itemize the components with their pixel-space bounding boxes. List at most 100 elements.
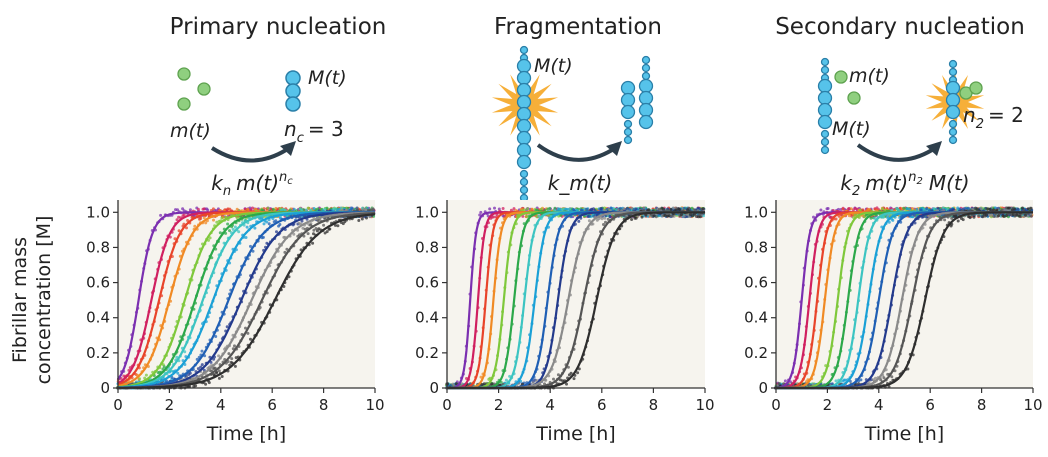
data-point: [599, 207, 603, 211]
data-point: [652, 214, 656, 218]
y-tick-label: 0.4: [86, 309, 110, 327]
data-point: [215, 220, 219, 224]
x-tick-label: 8: [319, 396, 329, 414]
arrowhead-icon: [926, 141, 942, 156]
data-point: [891, 218, 895, 222]
fibril-monomer-icon: [519, 185, 529, 195]
arrowhead-icon: [280, 141, 296, 156]
fibril-monomer-icon: [516, 142, 532, 158]
data-point: [204, 221, 208, 225]
data-point: [220, 375, 224, 378]
data-point: [196, 207, 200, 211]
fibril-monomer-icon: [945, 92, 961, 108]
x-axis-label: Time [h]: [535, 423, 615, 445]
fibril-monomer-icon: [516, 94, 532, 110]
data-point: [230, 357, 234, 361]
data-point: [698, 215, 702, 219]
data-point: [235, 216, 239, 220]
data-point: [309, 208, 313, 212]
data-point: [262, 222, 266, 226]
data-point: [175, 218, 179, 222]
data-point: [183, 350, 187, 354]
data-point: [226, 222, 230, 226]
x-tick-label: 0: [113, 396, 123, 414]
monomer-icon: [177, 97, 191, 111]
data-point: [357, 219, 361, 222]
data-point: [292, 232, 296, 236]
y-tick-label: 1.0: [86, 203, 110, 221]
data-point: [356, 208, 360, 212]
fibril-monomer-icon: [519, 177, 529, 187]
x-tick-label: 2: [494, 396, 504, 414]
fragment-fibril-icon: [638, 55, 654, 130]
data-point: [630, 206, 634, 210]
data-point: [577, 219, 581, 223]
data-point: [200, 363, 204, 367]
data-point: [849, 207, 853, 211]
fibril-monomer-icon: [641, 55, 651, 65]
fibril-monomer-icon: [638, 78, 654, 94]
data-point: [647, 208, 651, 212]
y-tick-label: 0.8: [415, 238, 439, 256]
data-point: [188, 371, 192, 375]
data-point: [199, 217, 203, 221]
data-point: [661, 207, 665, 211]
data-point: [552, 377, 555, 381]
mass-label: M(t): [832, 118, 871, 140]
data-point: [227, 352, 231, 356]
panel-title-secondary: Secondary nucleation: [775, 14, 1025, 40]
data-point: [233, 364, 237, 368]
fibril-monomer-icon: [948, 119, 958, 129]
fibril-monomer-icon: [620, 80, 636, 96]
data-point: [344, 208, 348, 212]
data-point: [868, 207, 871, 211]
data-point: [608, 215, 612, 219]
fibril-monomer-icon: [948, 135, 958, 145]
y-tick-label: 0: [100, 379, 110, 397]
data-point: [678, 208, 681, 212]
data-point: [193, 224, 197, 228]
data-point: [253, 226, 257, 230]
data-point: [640, 215, 644, 219]
data-point: [360, 217, 364, 221]
data-point: [501, 207, 505, 210]
reaction-arrow-icon: [856, 143, 934, 162]
data-point: [572, 377, 576, 381]
data-point: [679, 213, 683, 217]
data-point: [278, 223, 282, 226]
fibril-monomer-icon: [516, 154, 532, 170]
fibril-monomer-icon: [820, 137, 830, 147]
data-point: [364, 208, 368, 212]
data-point: [267, 222, 271, 226]
fragment-fibril-icon: [620, 80, 636, 145]
fibril-monomer-icon: [623, 127, 633, 137]
y-tick-label: 0.2: [86, 344, 110, 362]
data-point: [479, 210, 483, 214]
fibril-monomer-icon: [519, 169, 529, 179]
data-point: [275, 230, 278, 234]
fibril-monomer-icon: [820, 65, 830, 75]
data-point: [297, 215, 301, 219]
fibril-monomer-icon: [620, 92, 636, 108]
data-point: [339, 206, 343, 210]
fibril-monomer-icon: [945, 80, 961, 96]
fibril-monomer-icon: [516, 130, 532, 146]
reaction-order-label: n2 = 2: [963, 103, 1024, 132]
data-point: [902, 206, 906, 210]
mass-label: M(t): [308, 67, 347, 89]
data-point: [207, 381, 211, 385]
data-point: [144, 373, 148, 377]
y-axis-label-line1: Fibrillar mass: [9, 237, 31, 363]
monomer-icon: [834, 70, 848, 84]
data-point: [819, 208, 823, 212]
data-point: [162, 365, 166, 369]
reaction-arrow-icon: [210, 146, 288, 163]
fibril-monomer-icon: [516, 118, 532, 134]
rate-law-primary: kn m(t)nc: [211, 170, 293, 199]
fibril-monomer-icon: [641, 71, 651, 81]
fibril-monomer-icon: [623, 119, 633, 129]
data-point: [233, 225, 237, 229]
data-point: [228, 207, 232, 211]
fibril-monomer-icon: [641, 63, 651, 73]
